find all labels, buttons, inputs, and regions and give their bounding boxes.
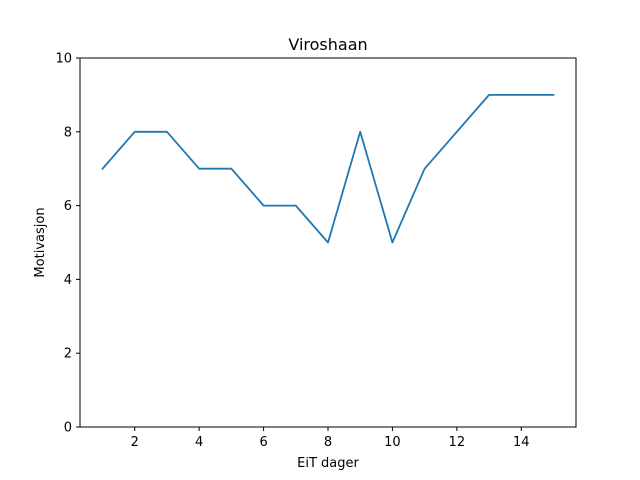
x-axis: 2 4 6 8 10 12 14 bbox=[131, 427, 530, 450]
y-tick-label: 8 bbox=[64, 125, 72, 140]
x-tick-label: 14 bbox=[513, 435, 530, 450]
y-tick-label: 2 bbox=[64, 347, 72, 362]
x-axis-label: EiT dager bbox=[297, 456, 359, 471]
y-tick-label: 6 bbox=[64, 199, 72, 214]
y-tick-label: 0 bbox=[64, 421, 72, 436]
x-tick-label: 10 bbox=[384, 435, 401, 450]
y-axis: 0 2 4 6 8 10 bbox=[55, 52, 80, 436]
series-layer bbox=[101, 94, 555, 244]
y-axis-label: Motivasjon bbox=[33, 207, 48, 277]
x-tick-label: 4 bbox=[195, 435, 203, 450]
axes-frame bbox=[79, 57, 577, 428]
chart-title: Viroshaan bbox=[288, 35, 367, 54]
x-tick-label: 6 bbox=[259, 435, 267, 450]
x-tick-label: 8 bbox=[324, 435, 332, 450]
y-tick-label: 10 bbox=[55, 52, 72, 67]
y-tick-label: 4 bbox=[64, 273, 72, 288]
x-tick-label: 2 bbox=[131, 435, 139, 450]
x-tick-label: 12 bbox=[449, 435, 466, 450]
series-line bbox=[101, 94, 555, 244]
